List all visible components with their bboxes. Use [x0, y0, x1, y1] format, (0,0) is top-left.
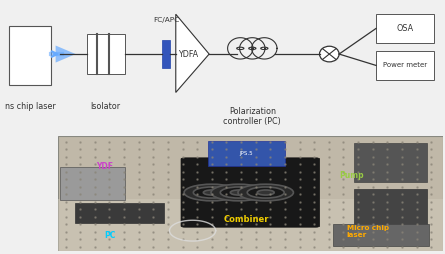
FancyBboxPatch shape — [208, 140, 285, 166]
FancyBboxPatch shape — [354, 143, 427, 182]
FancyBboxPatch shape — [376, 51, 434, 80]
FancyBboxPatch shape — [333, 224, 429, 246]
Text: Pump: Pump — [339, 171, 364, 180]
FancyBboxPatch shape — [376, 14, 434, 43]
FancyBboxPatch shape — [87, 34, 125, 74]
Text: Combiner: Combiner — [223, 215, 269, 224]
Circle shape — [249, 47, 256, 50]
Text: YDFA: YDFA — [178, 50, 198, 59]
Text: ns chip laser: ns chip laser — [4, 102, 56, 112]
Circle shape — [220, 187, 257, 198]
FancyBboxPatch shape — [58, 199, 443, 251]
Circle shape — [247, 187, 284, 198]
Text: PC: PC — [104, 231, 115, 240]
Circle shape — [211, 184, 267, 201]
FancyBboxPatch shape — [181, 158, 320, 227]
Ellipse shape — [320, 46, 339, 62]
Text: FC/APC: FC/APC — [154, 17, 179, 23]
Text: Polarization
controller (PC): Polarization controller (PC) — [223, 107, 281, 126]
Polygon shape — [56, 45, 76, 62]
Circle shape — [231, 190, 247, 195]
Text: YDF: YDF — [97, 162, 113, 171]
FancyBboxPatch shape — [354, 189, 427, 228]
Text: Power meter: Power meter — [383, 62, 427, 68]
Text: Isolator: Isolator — [91, 102, 121, 112]
Circle shape — [238, 184, 293, 201]
Circle shape — [261, 47, 268, 50]
Circle shape — [184, 184, 239, 201]
Circle shape — [257, 190, 274, 195]
Circle shape — [237, 47, 244, 50]
Bar — [162, 40, 170, 68]
Circle shape — [203, 190, 220, 195]
FancyBboxPatch shape — [75, 203, 164, 223]
FancyBboxPatch shape — [9, 26, 51, 85]
Polygon shape — [176, 14, 209, 92]
Circle shape — [193, 187, 231, 198]
FancyBboxPatch shape — [58, 136, 443, 251]
Text: Micro chip
laser: Micro chip laser — [347, 225, 388, 237]
FancyBboxPatch shape — [60, 167, 125, 200]
Text: JPS.5: JPS.5 — [240, 151, 253, 156]
Text: OSA: OSA — [396, 24, 413, 33]
